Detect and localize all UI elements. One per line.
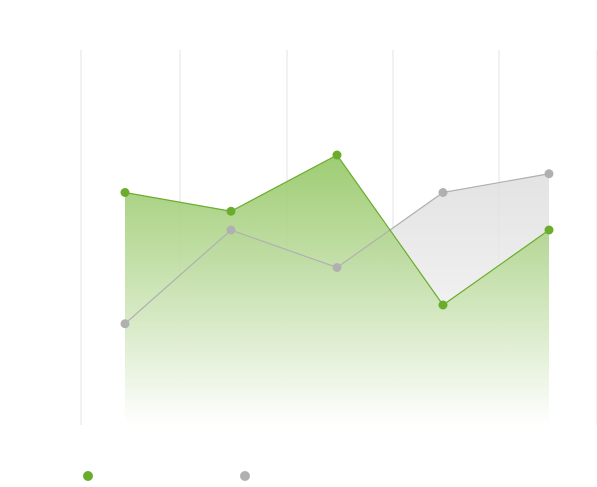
legend-marker-2 bbox=[240, 471, 250, 481]
legend bbox=[83, 471, 250, 481]
legend-item-1[interactable] bbox=[83, 471, 93, 481]
legend-item-2[interactable] bbox=[240, 471, 250, 481]
series-2-point-1[interactable] bbox=[120, 319, 130, 329]
series-2-point-2[interactable] bbox=[226, 225, 236, 235]
series-1-area bbox=[125, 155, 549, 425]
series-1-point-3[interactable] bbox=[332, 150, 342, 160]
series-2-point-5[interactable] bbox=[544, 169, 554, 179]
series-1-point-2[interactable] bbox=[226, 206, 236, 216]
series-1-point-5[interactable] bbox=[544, 225, 554, 235]
series-2-point-3[interactable] bbox=[332, 263, 342, 272]
data-points bbox=[120, 150, 554, 329]
legend-marker-1 bbox=[83, 471, 93, 481]
series-1-point-4[interactable] bbox=[438, 300, 448, 310]
series-2-point-4[interactable] bbox=[438, 188, 448, 197]
series-areas bbox=[125, 155, 549, 425]
series-1-point-1[interactable] bbox=[120, 188, 130, 197]
